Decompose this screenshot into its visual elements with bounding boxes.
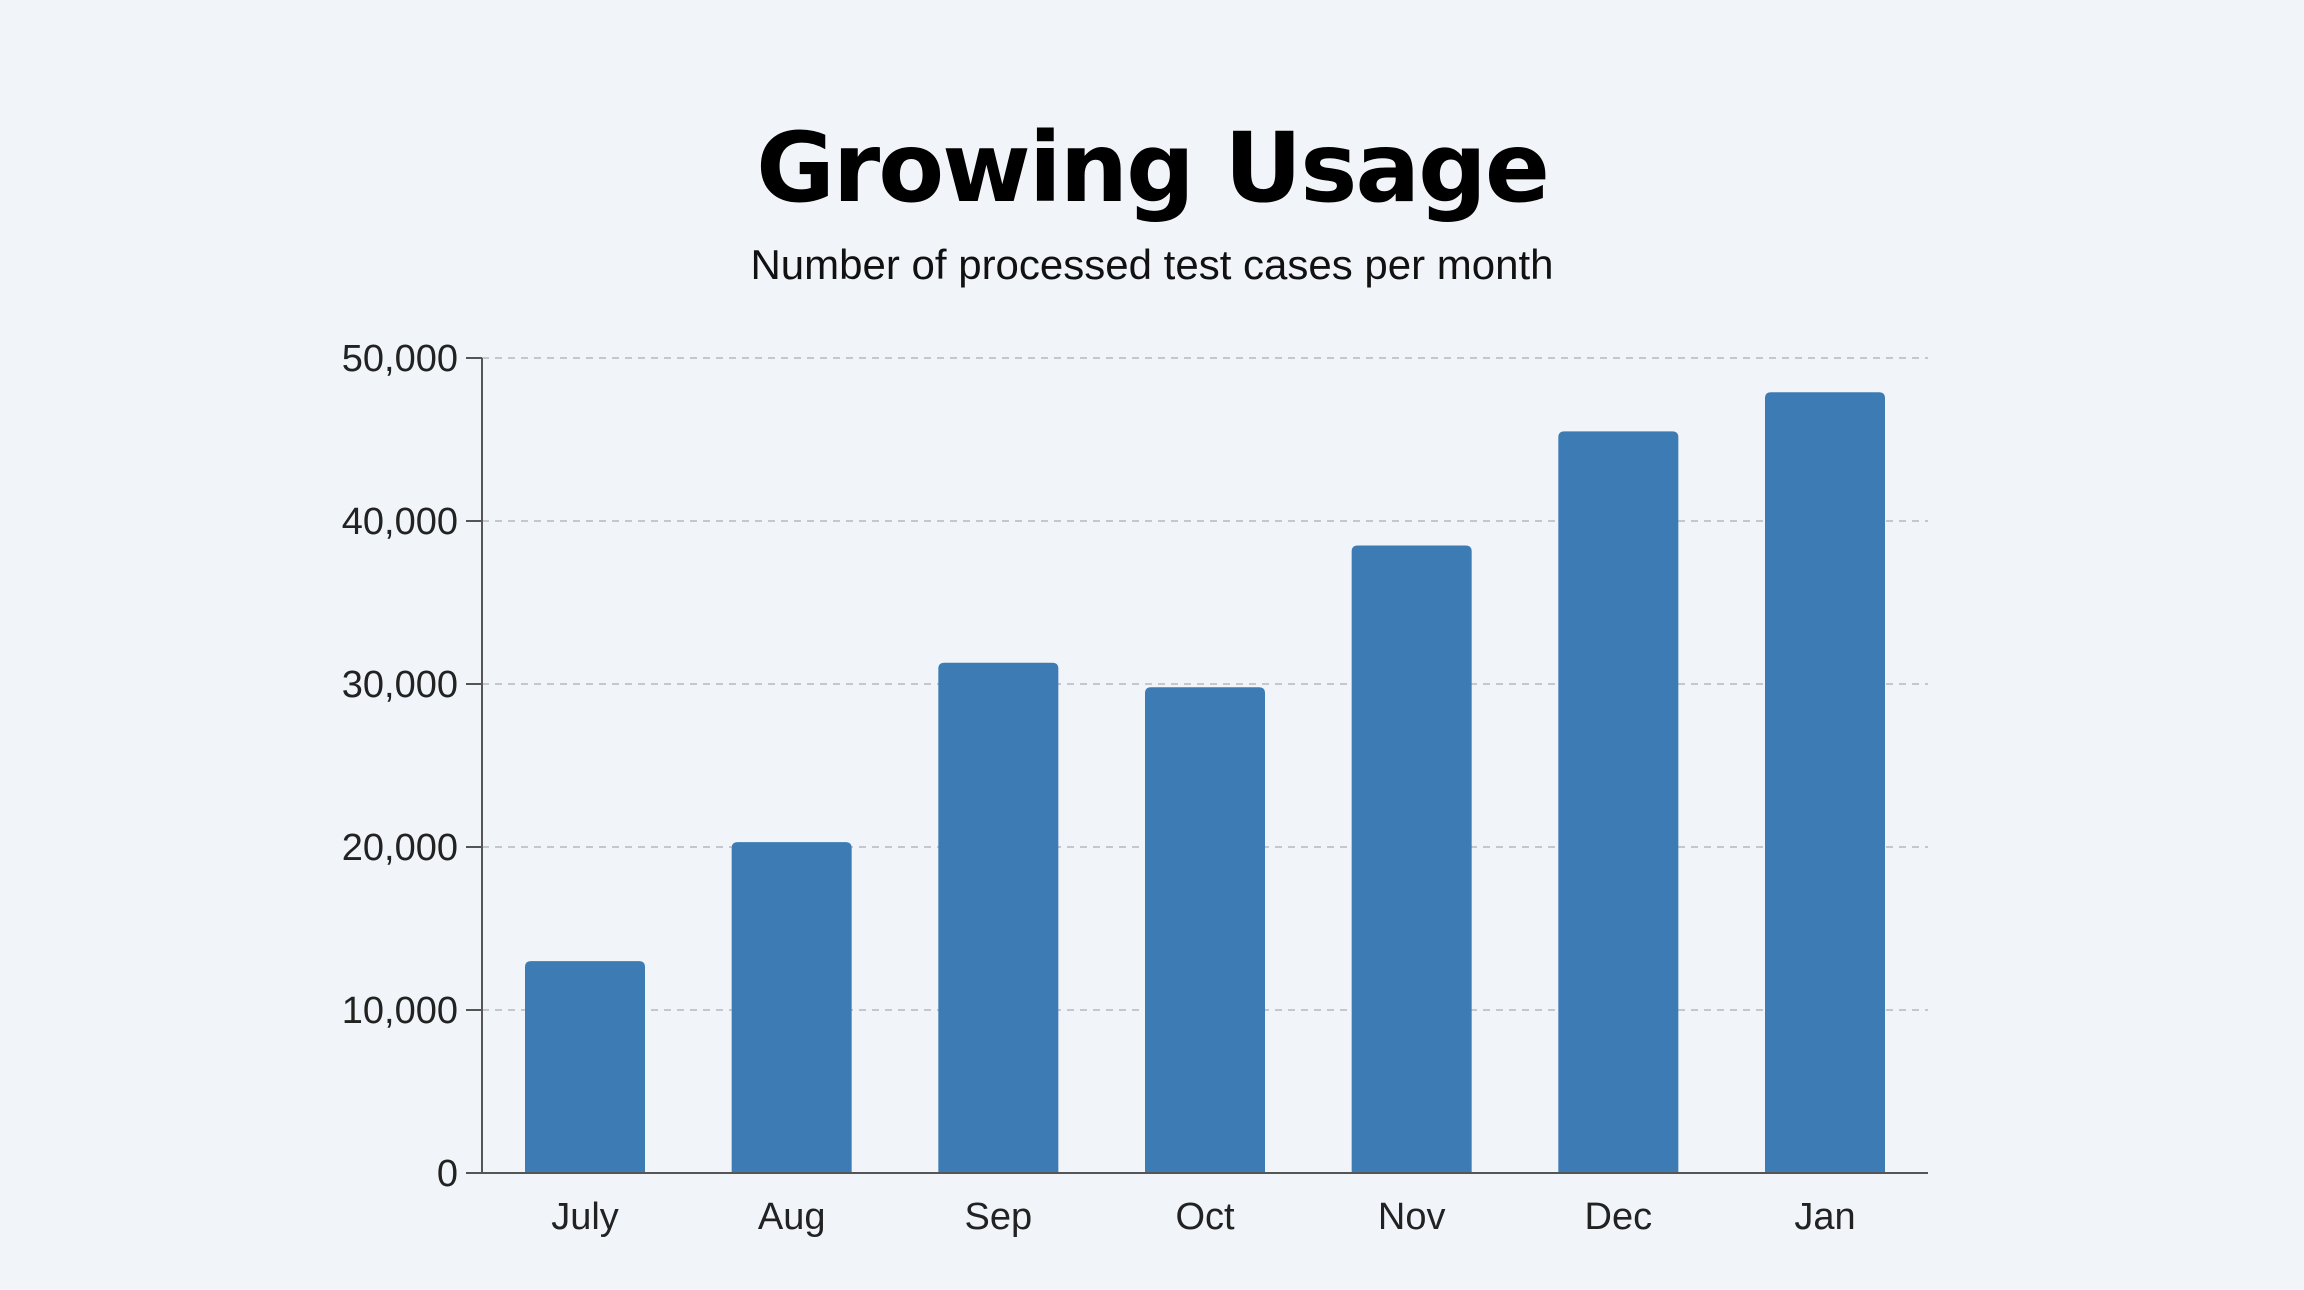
x-tick-label: Dec <box>1585 1196 1653 1238</box>
bar-aug <box>731 842 852 1173</box>
bars <box>525 392 1885 1174</box>
axes <box>466 357 1928 1174</box>
x-tick-label: Jan <box>1794 1196 1855 1238</box>
bar-sep <box>938 662 1059 1173</box>
bar-oct <box>1145 687 1265 1173</box>
x-tick-labels: July Aug Sep Oct Nov Dec Jan <box>551 1196 1855 1238</box>
y-tick-label: 0 <box>437 1153 458 1195</box>
y-tick-label: 20,000 <box>342 827 458 869</box>
x-tick-label: July <box>551 1196 619 1238</box>
chart-title: Growing Usage <box>756 112 1550 224</box>
x-tick-label: Nov <box>1378 1196 1446 1238</box>
bar-nov <box>1351 545 1472 1173</box>
y-tick-labels: 0 10,000 20,000 30,000 40,000 50,000 <box>342 338 458 1195</box>
bar-july <box>525 961 645 1173</box>
chart-subtitle: Number of processed test cases per month <box>750 241 1554 288</box>
bar-dec <box>1558 431 1679 1174</box>
y-tick-label: 40,000 <box>342 501 458 543</box>
y-tick-label: 10,000 <box>342 990 458 1032</box>
y-tick-label: 50,000 <box>342 338 458 380</box>
x-tick-label: Aug <box>758 1196 826 1238</box>
x-tick-label: Oct <box>1175 1196 1235 1238</box>
y-tick-label: 30,000 <box>342 664 458 706</box>
gridlines <box>482 357 1928 1011</box>
x-tick-label: Sep <box>965 1196 1033 1238</box>
bar-jan <box>1765 392 1885 1174</box>
